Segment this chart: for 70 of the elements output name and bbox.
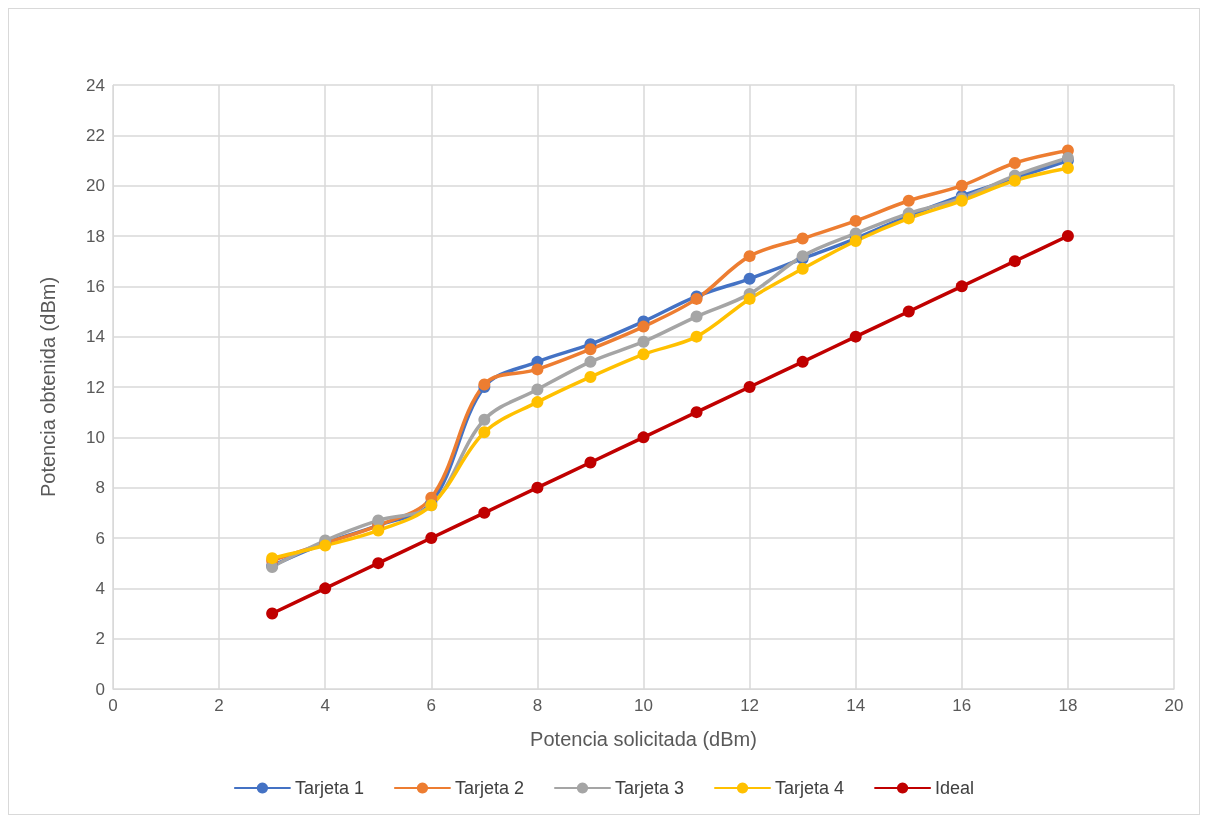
legend-label: Ideal [935,778,975,798]
point [425,532,438,544]
point [584,355,597,368]
point [478,426,491,439]
y-tick-label: 16 [86,276,105,296]
x-tick-label: 20 [1164,696,1184,715]
x-tick-label: 14 [846,696,866,715]
point [690,330,703,343]
point [849,330,862,343]
point [531,363,544,376]
point [531,396,544,409]
point [531,383,544,396]
legend-label: Tarjeta 1 [294,778,364,798]
y-tick-label: 18 [86,226,105,246]
y-tick-label: 4 [95,578,105,598]
point [796,262,809,275]
x-tick-label: 6 [426,696,437,715]
point [1008,255,1021,268]
x-axis-title: Potencia solicitada (dBm) [530,728,757,750]
point [478,506,491,519]
point [584,456,597,469]
y-tick-label: 12 [86,377,105,397]
y-tick-label: 14 [86,327,105,347]
x-tick-label: 10 [634,696,653,715]
point [690,310,703,323]
point [637,348,650,361]
x-tick-label: 16 [952,696,972,715]
x-tick-label: 12 [740,696,760,715]
y-tick-label: 20 [86,176,105,196]
y-axis-title: Potencia obtenida (dBm) [37,276,59,498]
point [796,232,809,245]
y-tick-label: 2 [95,629,105,649]
y-tick-label: 24 [86,75,105,95]
legend-label: Tarjeta 3 [614,778,685,798]
x-tick-label: 0 [108,696,118,715]
point [743,381,756,393]
point [1008,157,1021,170]
x-tick-label: 2 [214,696,224,715]
y-tick-label: 6 [95,528,105,548]
point [637,431,650,444]
point [955,179,968,192]
point [637,335,650,348]
point [955,280,968,293]
point [319,582,332,595]
point [372,557,385,570]
point [743,272,756,285]
point [796,355,809,368]
point [478,413,491,426]
y-tick-label: 0 [95,679,105,699]
x-tick-label: 8 [532,696,543,715]
legend-label: Tarjeta 2 [454,778,524,798]
point [584,370,597,383]
point [743,250,756,263]
point [266,607,279,620]
point [531,481,544,494]
point [849,214,862,227]
x-tick-label: 4 [320,696,330,715]
point [902,194,915,207]
point [743,292,756,305]
x-tick-label: 18 [1058,696,1078,715]
point [1061,230,1074,242]
y-tick-label: 22 [86,125,105,145]
point [637,320,650,333]
y-tick-label: 8 [95,478,105,498]
point [1061,162,1074,175]
y-tick-label: 10 [86,427,105,447]
point [902,305,915,318]
point [690,406,703,419]
legend-label: Tarjeta 4 [775,778,845,798]
point [584,343,597,356]
